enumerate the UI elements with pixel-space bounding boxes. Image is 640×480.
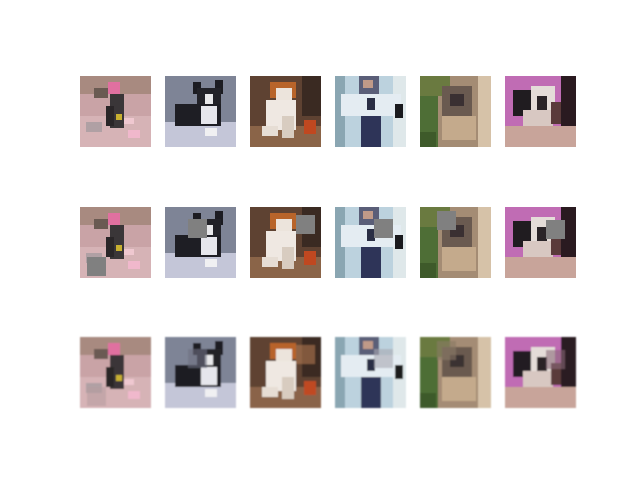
reconstructed-patch — [87, 387, 106, 406]
reconstructed-patch — [374, 349, 393, 368]
image — [165, 76, 236, 147]
mask-patch — [188, 219, 207, 238]
image — [505, 337, 576, 408]
image — [505, 207, 576, 278]
reconstructed-patch — [546, 350, 565, 369]
mask-patch — [546, 220, 565, 239]
row-masked — [80, 207, 576, 278]
image — [420, 76, 491, 147]
mask-patch — [437, 211, 456, 230]
image — [335, 207, 406, 278]
mask-patch — [296, 215, 315, 234]
image — [335, 76, 406, 147]
mask-patch — [374, 219, 393, 238]
reconstructed-patch — [188, 349, 207, 368]
image — [505, 76, 576, 147]
image — [335, 337, 406, 408]
image — [165, 207, 236, 278]
image — [80, 76, 151, 147]
reconstructed-patch — [437, 341, 456, 360]
mask-patch — [87, 257, 106, 276]
reconstructed-patch — [296, 345, 315, 364]
image — [165, 337, 236, 408]
row-original — [80, 76, 576, 147]
row-reconstructed — [80, 337, 576, 408]
image — [250, 76, 321, 147]
